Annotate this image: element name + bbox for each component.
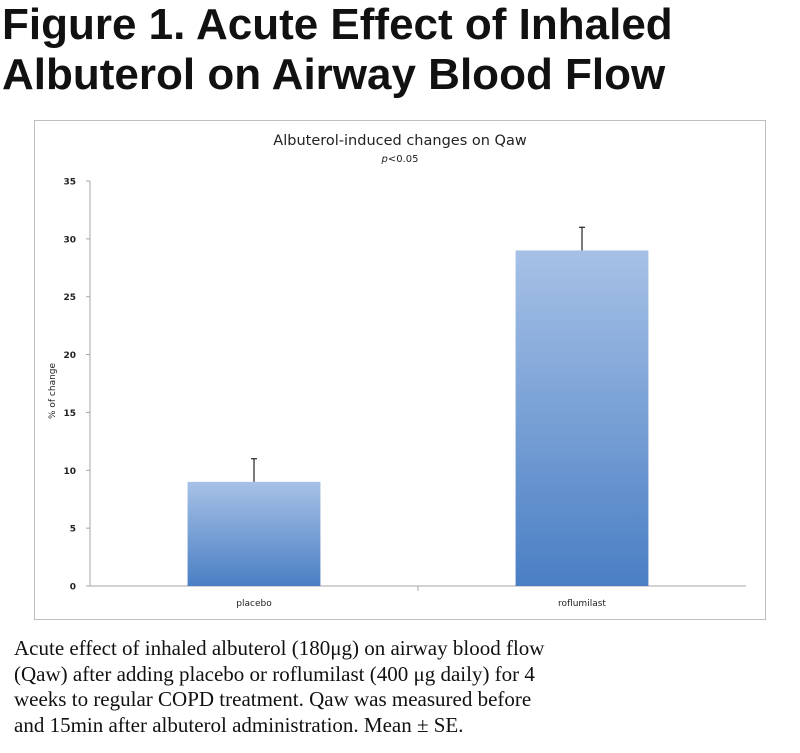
- x-tick-label-roflumilast: roflumilast: [558, 599, 606, 609]
- y-tick-label: 25: [63, 293, 76, 303]
- subtitle-p: p: [380, 154, 387, 165]
- y-tick-label: 15: [63, 409, 76, 419]
- y-tick-label: 20: [63, 351, 76, 361]
- chart-title: Albuterol-induced changes on Qaw: [273, 133, 527, 149]
- y-tick-label: 35: [63, 178, 76, 188]
- chart-subtitle: p<0.05: [380, 154, 418, 165]
- y-tick-label: 0: [70, 583, 76, 593]
- bar-placebo: [187, 481, 321, 586]
- x-axis-ticks: placebo roflumilast: [236, 586, 606, 609]
- bar-chart: Albuterol-induced changes on Qaw p<0.05 …: [48, 133, 746, 609]
- bars: [187, 226, 649, 586]
- figure-caption: Acute effect of inhaled albuterol (180μg…: [14, 636, 545, 737]
- y-tick-label: 30: [63, 235, 76, 245]
- figure-title: Figure 1. Acute Effect of Inhaled Albute…: [2, 0, 673, 99]
- subtitle-value: <0.05: [388, 154, 419, 165]
- y-axis-label: % of change: [48, 363, 58, 420]
- y-axis-ticks: 0 5 10 15 20 25 30 35: [63, 178, 90, 593]
- x-tick-label-placebo: placebo: [236, 599, 272, 609]
- bar-roflumilast: [515, 250, 649, 586]
- y-tick-label: 10: [63, 467, 76, 477]
- y-tick-label: 5: [70, 525, 76, 535]
